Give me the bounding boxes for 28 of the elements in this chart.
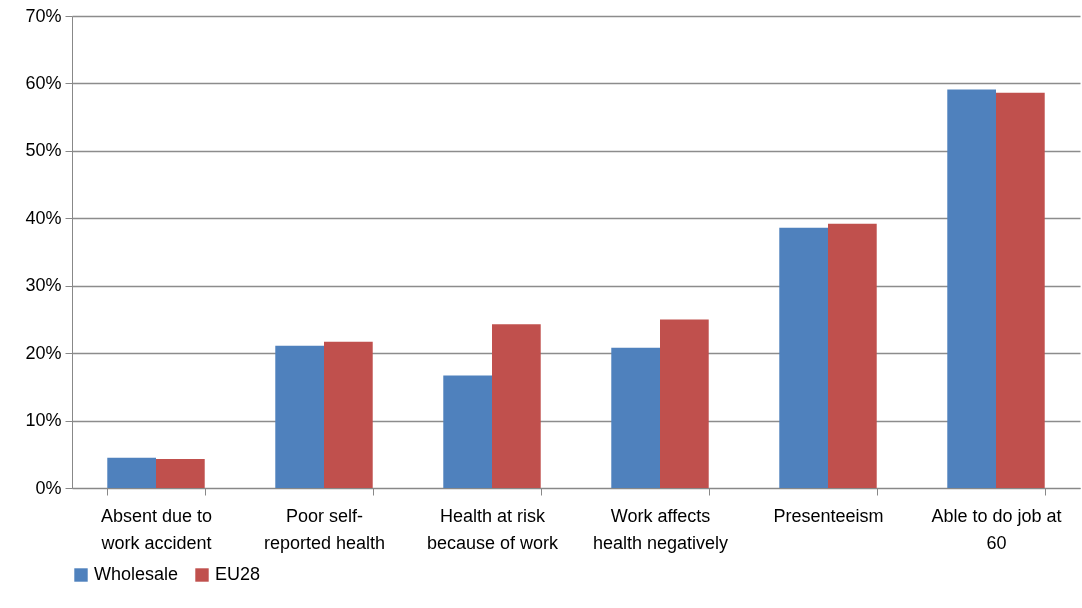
- y-tick-label: 30%: [25, 275, 62, 296]
- y-tick-label: 50%: [25, 140, 62, 161]
- y-tick-label: 60%: [25, 72, 62, 93]
- y-tick-label: 70%: [25, 5, 62, 26]
- bar: [107, 457, 156, 488]
- x-tick-label: Poor self-reported health: [263, 505, 386, 553]
- bar: [443, 375, 492, 488]
- bar: [275, 345, 324, 488]
- legend-label: EU28: [215, 564, 261, 584]
- bar: [779, 227, 828, 488]
- legend-label: Wholesale: [94, 564, 179, 584]
- bar: [660, 319, 709, 488]
- x-tick-label: Work affects health negatively: [592, 505, 729, 553]
- bar: [611, 347, 660, 488]
- bar: [492, 324, 541, 488]
- x-tick-label: Absent due to work accident: [100, 505, 213, 553]
- bar: [947, 89, 996, 488]
- bar: [828, 223, 877, 488]
- y-tick-label: 40%: [25, 207, 62, 228]
- x-tick-label: Presenteeism: [773, 505, 884, 526]
- x-tick-label: Health at risk because of work: [426, 505, 560, 553]
- y-tick-label: 20%: [25, 342, 62, 363]
- x-tick-label: Able to do job at 60: [931, 505, 1062, 553]
- y-tick-label: 0%: [35, 477, 62, 498]
- y-tick-label: 10%: [25, 410, 62, 431]
- bar: [996, 92, 1045, 488]
- bar: [156, 459, 205, 488]
- bar: [324, 341, 373, 488]
